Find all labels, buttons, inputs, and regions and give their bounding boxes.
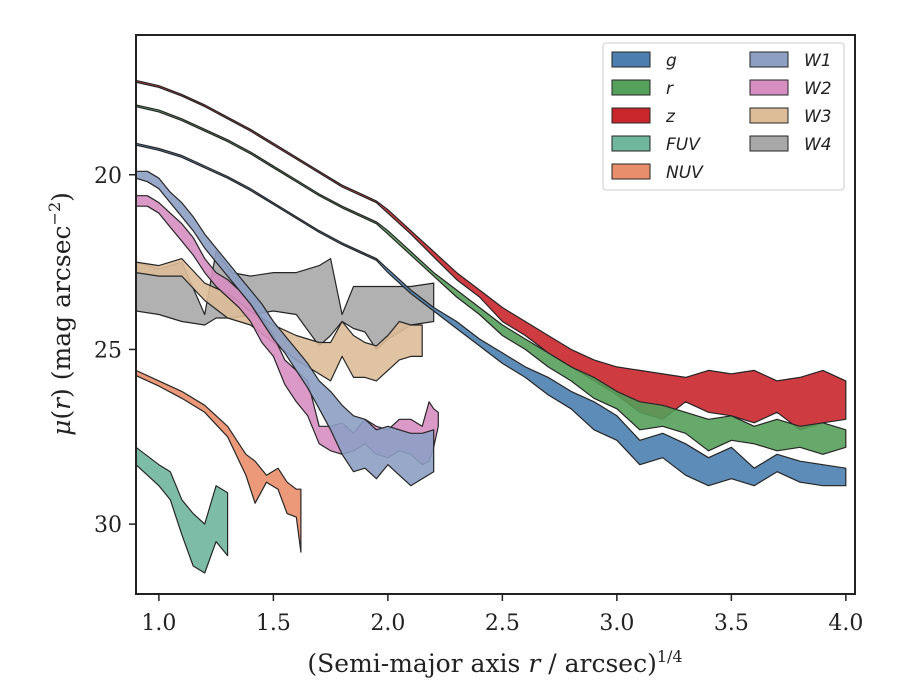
y-axis-label: μ(r) (mag arcsec−2)	[45, 192, 76, 436]
series-band-w1	[136, 170, 435, 487]
y-tick-label: 25	[94, 338, 122, 363]
x-tick-label: 2.5	[485, 611, 520, 636]
x-tick-label: 3.5	[714, 611, 749, 636]
legend-label-z: z	[665, 107, 676, 127]
legend-label-nuv: NUV	[666, 163, 704, 183]
legend-label-r: r	[666, 79, 674, 99]
legend-swatch-w4	[749, 135, 789, 152]
series-layer	[136, 79, 847, 574]
x-tick-label: 1.5	[256, 611, 291, 636]
series-band-g	[136, 142, 847, 487]
series-band-fuv	[136, 446, 229, 574]
series-band-nuv	[136, 369, 302, 553]
legend: grz FUV NUV W1 W2 W3 W4	[602, 42, 845, 191]
x-tick-label: 1.0	[141, 611, 176, 636]
legend-swatch-r	[611, 79, 651, 96]
plot-frame	[135, 34, 856, 595]
y-axis: 20 25 30	[94, 164, 136, 538]
legend-swatch-w1	[749, 51, 789, 68]
legend-swatch-fuv	[611, 135, 651, 152]
x-axis: 1.0 1.5 2.0 2.5 3.0 3.5 4.0	[141, 594, 863, 636]
legend-label-w3: W3	[804, 107, 832, 127]
legend-swatch-w2	[749, 79, 789, 96]
series-band-r	[136, 104, 847, 455]
x-tick-label: 2.0	[370, 611, 405, 636]
x-tick-label: 3.0	[599, 611, 634, 636]
y-tick-label: 20	[94, 164, 122, 189]
legend-label-w1: W1	[804, 51, 832, 71]
legend-swatch-nuv	[611, 163, 651, 180]
legend-label-w2: W2	[804, 79, 832, 99]
legend-swatch-w3	[749, 107, 789, 124]
legend-swatch-g	[611, 51, 651, 68]
y-tick-label: 30	[94, 513, 122, 538]
legend-swatch-z	[611, 107, 651, 124]
legend-label-fuv: FUV	[666, 135, 701, 155]
legend-label-g: g	[666, 51, 677, 71]
x-tick-label: 4.0	[828, 611, 863, 636]
x-axis-label: (Semi-major axis r / arcsec)1/4	[307, 647, 682, 678]
series-band-z	[136, 79, 847, 431]
legend-label-w4: W4	[804, 135, 832, 155]
